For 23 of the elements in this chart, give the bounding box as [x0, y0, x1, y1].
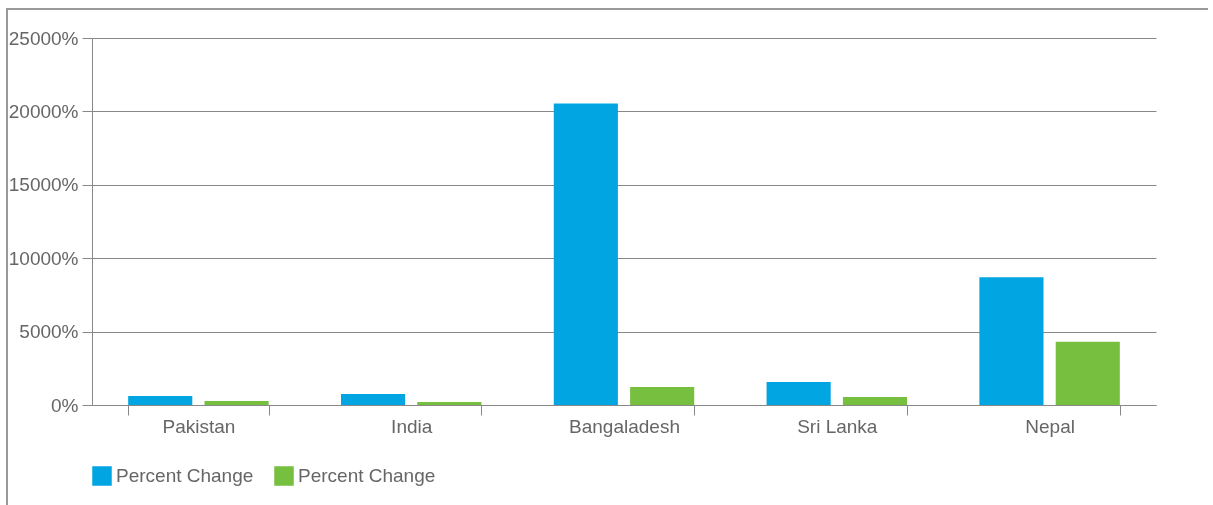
bar: [553, 103, 618, 405]
bar: [979, 277, 1044, 405]
bar: [128, 396, 193, 405]
bar: [630, 387, 695, 405]
bar: [417, 402, 482, 405]
y-tick-label: 0%: [51, 394, 79, 416]
x-tick-label: Nepal: [1025, 415, 1075, 437]
bar: [340, 393, 406, 405]
x-tick-label: Pakistan: [162, 415, 236, 437]
legend-label: Percent Change: [298, 465, 436, 486]
y-tick-label: 25000%: [8, 27, 79, 49]
bar: [1055, 341, 1120, 405]
bar: [842, 397, 908, 405]
y-tick-label: 10000%: [8, 247, 79, 269]
y-tick-label: 5000%: [19, 321, 79, 343]
x-tick-label: Bangaladesh: [569, 415, 680, 437]
legend-label: Percent Change: [116, 465, 254, 486]
x-tick-label: India: [391, 415, 433, 437]
bar: [766, 381, 831, 405]
y-tick-label: 15000%: [8, 174, 79, 196]
y-tick-label: 20000%: [8, 100, 79, 122]
bar: [204, 401, 269, 405]
x-tick-label: Sri Lanka: [797, 415, 878, 437]
